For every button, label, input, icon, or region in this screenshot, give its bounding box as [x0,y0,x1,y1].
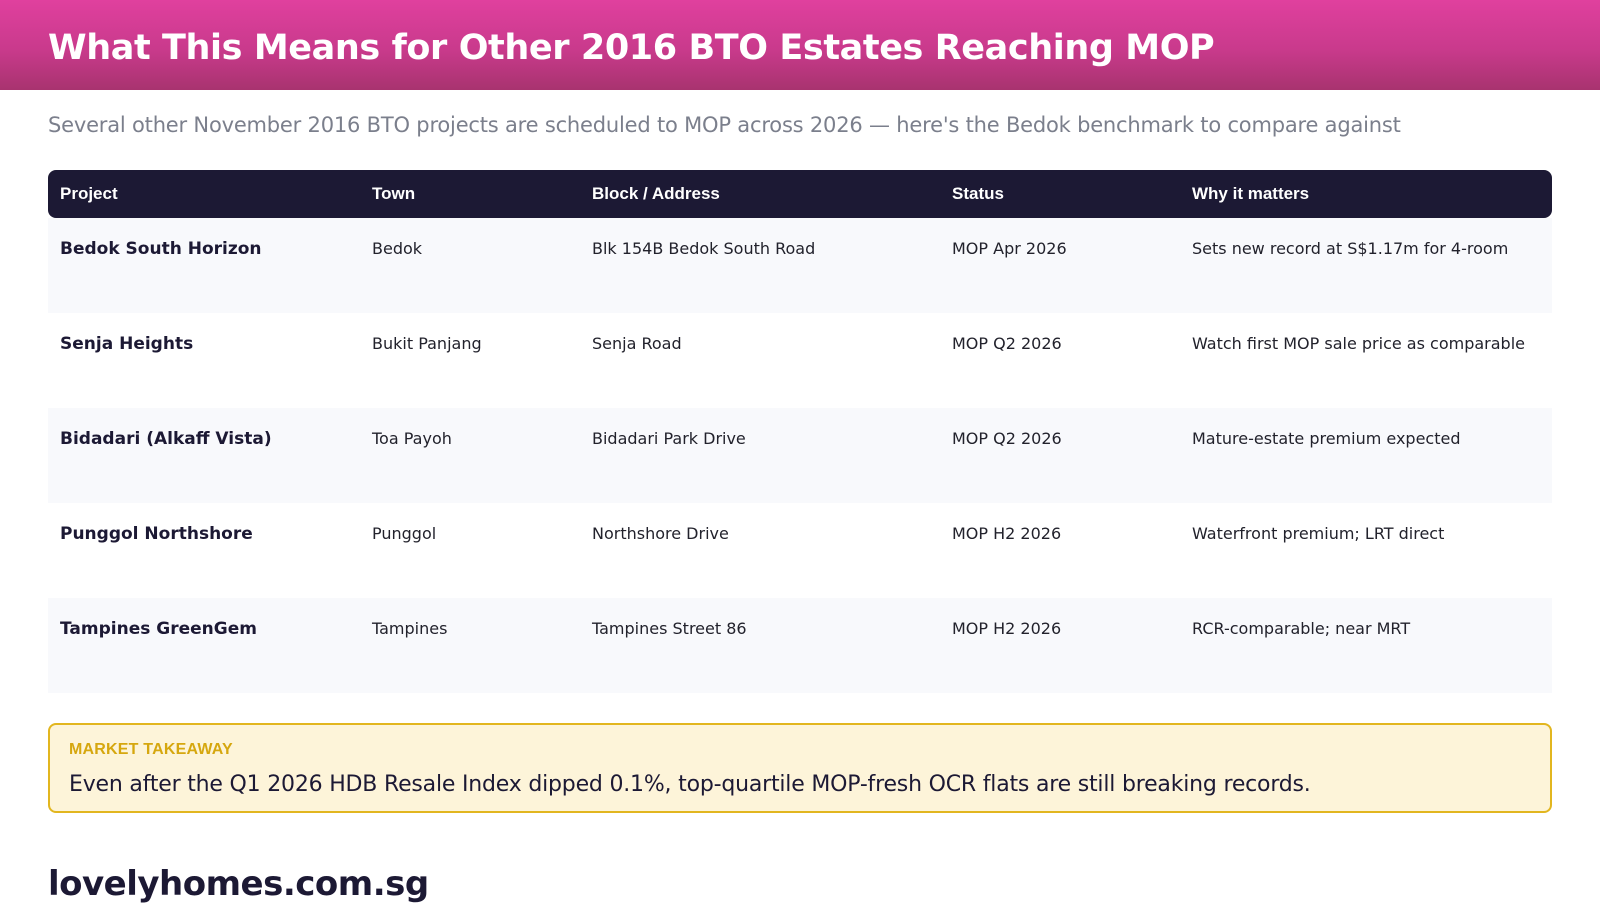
table-row: Bidadari (Alkaff Vista) Toa Payoh Bidada… [48,408,1552,503]
table-row: Tampines GreenGem Tampines Tampines Stre… [48,598,1552,693]
cell-town: Bukit Panjang [372,334,482,353]
projects-table: Project Town Block / Address Status Why … [48,170,1552,693]
cell-town: Bedok [372,239,423,258]
page-title: What This Means for Other 2016 BTO Estat… [48,28,1215,68]
column-header-address: Block / Address [592,184,720,203]
header-banner: What This Means for Other 2016 BTO Estat… [0,0,1600,90]
column-header-project: Project [60,184,118,203]
column-header-status: Status [952,184,1004,203]
cell-address: Senja Road [592,334,682,353]
cell-town: Toa Payoh [372,429,452,448]
table-header: Project Town Block / Address Status Why … [48,170,1552,218]
cell-town: Tampines [372,619,448,638]
cell-why: Waterfront premium; LRT direct [1192,524,1445,543]
column-header-town: Town [372,184,416,203]
cell-why: RCR-comparable; near MRT [1192,619,1411,638]
cell-status: MOP Q2 2026 [952,429,1062,448]
cell-status: MOP Apr 2026 [952,239,1067,258]
cell-why: Sets new record at S$1.17m for 4-room [1192,239,1509,258]
table-row: Punggol Northshore Punggol Northshore Dr… [48,503,1552,598]
cell-why: Mature-estate premium expected [1192,429,1461,448]
cell-status: MOP Q2 2026 [952,334,1062,353]
column-header-why: Why it matters [1192,184,1310,203]
cell-why: Watch first MOP sale price as comparable [1192,334,1525,353]
cell-status: MOP H2 2026 [952,524,1062,543]
brand-logo-text: lovelyhomes.com.sg [48,864,429,904]
market-takeaway-callout: MARKET TAKEAWAY Even after the Q1 2026 H… [48,723,1552,813]
page-subtitle: Several other November 2016 BTO projects… [48,113,1401,137]
cell-address: Blk 154B Bedok South Road [592,239,816,258]
table-row: Bedok South Horizon Bedok Blk 154B Bedok… [48,218,1552,313]
cell-address: Northshore Drive [592,524,729,543]
cell-town: Punggol [372,524,437,543]
cell-project: Bidadari (Alkaff Vista) [60,429,272,449]
cell-project: Bedok South Horizon [60,239,262,259]
takeaway-label: MARKET TAKEAWAY [69,741,233,758]
cell-address: Bidadari Park Drive [592,429,746,448]
cell-status: MOP H2 2026 [952,619,1062,638]
cell-project: Punggol Northshore [60,524,253,544]
cell-project: Tampines GreenGem [60,619,257,639]
cell-project: Senja Heights [60,334,194,354]
cell-address: Tampines Street 86 [592,619,747,638]
table-row: Senja Heights Bukit Panjang Senja Road M… [48,313,1552,408]
takeaway-text: Even after the Q1 2026 HDB Resale Index … [69,772,1311,797]
